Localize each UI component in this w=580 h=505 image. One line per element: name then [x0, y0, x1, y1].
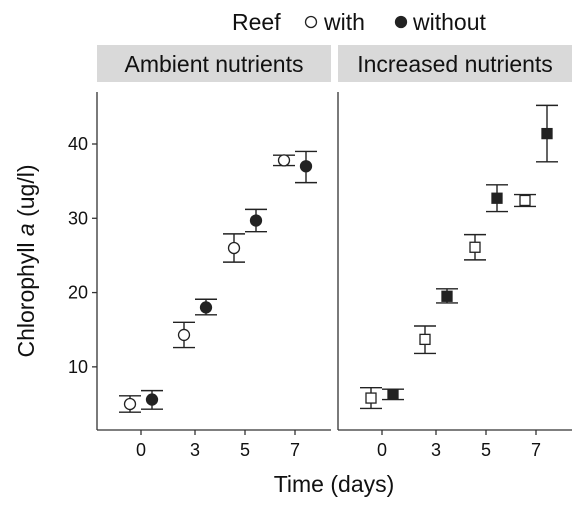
data-point — [365, 392, 377, 404]
data-point — [145, 393, 159, 406]
data-point — [441, 290, 453, 302]
data-point — [299, 160, 313, 173]
y-axis-title-italic: a — [13, 223, 39, 236]
x-tick-label: 7 — [290, 440, 300, 460]
data-point — [491, 192, 503, 204]
data-marks — [119, 104, 558, 413]
y-axis-title-prefix: Chlorophyll — [13, 236, 39, 357]
x-tick-label: 0 — [136, 440, 146, 460]
panel-title-increased: Increased nutrients — [357, 51, 553, 77]
legend: Reef with without — [232, 9, 486, 35]
panel-title-ambient: Ambient nutrients — [125, 51, 304, 77]
panel-frame-ambient — [96, 92, 331, 431]
data-point — [249, 214, 263, 227]
data-point — [199, 301, 213, 314]
data-point — [177, 328, 191, 342]
data-point — [277, 154, 291, 167]
data-point — [123, 397, 137, 411]
data-point — [419, 333, 431, 346]
x-ticks-ambient: 0 3 5 7 — [136, 430, 300, 460]
y-tick-label: 30 — [68, 208, 88, 228]
legend-title: Reef — [232, 9, 281, 35]
y-axis-title-suffix: (ug/l) — [13, 164, 39, 223]
x-ticks-increased: 0 3 5 7 — [377, 430, 541, 460]
x-tick-label: 3 — [431, 440, 441, 460]
panel-frame-increased — [337, 92, 572, 431]
panel-strip-increased — [338, 45, 572, 82]
y-tick-label: 20 — [68, 283, 88, 303]
legend-marker-with — [304, 15, 318, 29]
x-tick-label: 3 — [190, 440, 200, 460]
y-tick-label: 40 — [68, 134, 88, 154]
x-tick-label: 5 — [240, 440, 250, 460]
y-ticks: 10 20 30 40 — [68, 134, 97, 377]
legend-label-without: without — [412, 9, 486, 35]
x-tick-label: 7 — [531, 440, 541, 460]
y-tick-label: 10 — [68, 357, 88, 377]
panel-strip-ambient — [97, 45, 331, 82]
legend-marker-without — [394, 15, 408, 29]
data-point — [541, 127, 553, 140]
data-point — [227, 241, 241, 255]
x-axis-title: Time (days) — [274, 471, 395, 497]
data-point — [469, 241, 481, 253]
legend-label-with: with — [323, 9, 365, 35]
data-point — [387, 388, 399, 400]
x-tick-label: 0 — [377, 440, 387, 460]
y-axis-title: Chlorophyll a (ug/l) — [13, 164, 39, 357]
data-point — [519, 194, 531, 207]
x-tick-label: 5 — [481, 440, 491, 460]
